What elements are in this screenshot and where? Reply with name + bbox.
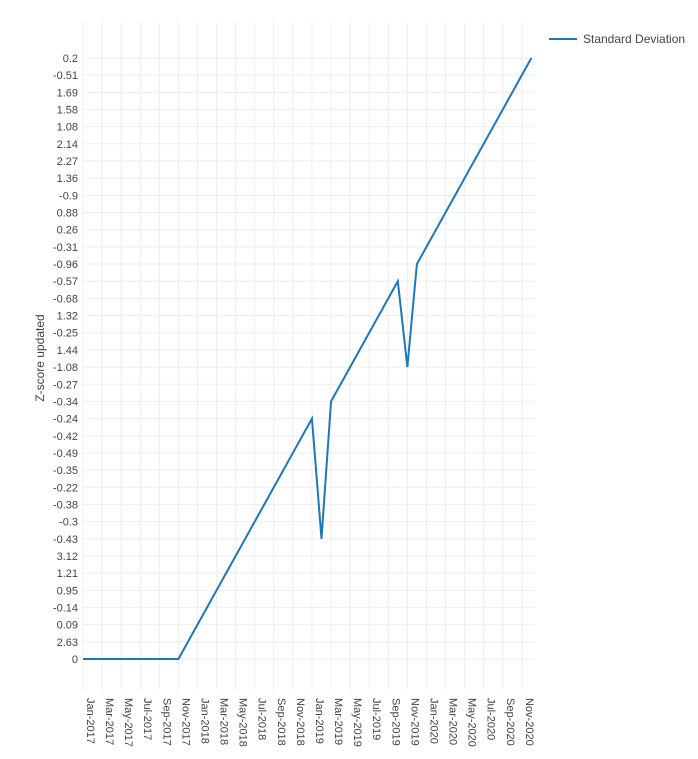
y-tick-label: -0.14 bbox=[53, 602, 78, 614]
y-tick-label: -0.24 bbox=[53, 414, 78, 426]
y-tick-label: -0.51 bbox=[53, 70, 78, 82]
y-tick-label: -0.9 bbox=[59, 190, 78, 202]
y-tick-label: 2.27 bbox=[57, 156, 78, 168]
y-tick-label: -0.43 bbox=[53, 534, 78, 546]
y-tick-label: -0.38 bbox=[53, 499, 78, 511]
x-tick-label: Mar-2020 bbox=[447, 698, 459, 745]
y-tick-label: 0.09 bbox=[57, 620, 78, 632]
x-tick-label: Jan-2020 bbox=[427, 698, 439, 744]
y-tick-label: -0.35 bbox=[53, 465, 78, 477]
x-tick-label: May-2020 bbox=[466, 698, 478, 747]
y-tick-label: 0.88 bbox=[57, 208, 78, 220]
y-tick-label: 0 bbox=[72, 654, 78, 666]
x-tick-label: Jan-2017 bbox=[84, 698, 96, 744]
y-tick-label: 1.21 bbox=[57, 568, 78, 580]
y-tick-label: 0.95 bbox=[57, 585, 78, 597]
x-tick-label: Nov-2018 bbox=[294, 698, 306, 746]
x-tick-label: May-2018 bbox=[237, 698, 249, 747]
y-tick-label: 1.69 bbox=[57, 87, 78, 99]
y-tick-label: 2.14 bbox=[57, 139, 78, 151]
x-tick-label: Jul-2019 bbox=[370, 698, 382, 740]
x-tick-label: Nov-2017 bbox=[179, 698, 191, 746]
y-tick-label: 1.58 bbox=[57, 105, 78, 117]
y-tick-label: -0.34 bbox=[53, 396, 78, 408]
y-axis-title: Z-score updated bbox=[33, 314, 47, 401]
x-tick-label: Mar-2017 bbox=[103, 698, 115, 745]
y-tick-label: -0.57 bbox=[53, 276, 78, 288]
x-tick-label: Sep-2018 bbox=[275, 698, 287, 746]
x-tick-label: Jul-2017 bbox=[141, 698, 153, 740]
x-tick-label: Nov-2020 bbox=[523, 698, 535, 746]
y-tick-label: 3.12 bbox=[57, 551, 78, 563]
x-tick-label: Sep-2017 bbox=[160, 698, 172, 746]
y-tick-label: 0.26 bbox=[57, 225, 78, 237]
y-tick-label: -0.96 bbox=[53, 259, 78, 271]
y-tick-label: -0.42 bbox=[53, 431, 78, 443]
x-tick-label: Jul-2018 bbox=[256, 698, 268, 740]
y-tick-label: -0.49 bbox=[53, 448, 78, 460]
y-tick-label: -0.22 bbox=[53, 482, 78, 494]
x-tick-label: Jan-2018 bbox=[198, 698, 210, 744]
y-tick-label: 0.2 bbox=[63, 53, 78, 65]
x-tick-label: Mar-2018 bbox=[218, 698, 230, 745]
y-tick-label: -0.31 bbox=[53, 242, 78, 254]
x-tick-label: May-2019 bbox=[351, 698, 363, 747]
y-tick-label: 1.36 bbox=[57, 173, 78, 185]
legend-label: Standard Deviation bbox=[583, 32, 685, 46]
x-tick-label: Jan-2019 bbox=[313, 698, 325, 744]
y-tick-label: 1.08 bbox=[57, 122, 78, 134]
y-tick-label: -0.3 bbox=[59, 517, 78, 529]
y-tick-label: 2.63 bbox=[57, 637, 78, 649]
x-tick-label: Sep-2020 bbox=[504, 698, 516, 746]
x-tick-label: Sep-2019 bbox=[389, 698, 401, 746]
y-tick-label: 1.32 bbox=[57, 311, 78, 323]
y-tick-label: -1.08 bbox=[53, 362, 78, 374]
x-tick-label: May-2017 bbox=[122, 698, 134, 747]
y-tick-label: -0.68 bbox=[53, 293, 78, 305]
x-tick-label: Nov-2019 bbox=[408, 698, 420, 746]
x-tick-label: Jul-2020 bbox=[485, 698, 497, 740]
x-tick-label: Mar-2019 bbox=[332, 698, 344, 745]
y-tick-label: 1.44 bbox=[57, 345, 78, 357]
y-tick-label: -0.27 bbox=[53, 379, 78, 391]
y-tick-label: -0.25 bbox=[53, 328, 78, 340]
series-line bbox=[83, 57, 533, 660]
